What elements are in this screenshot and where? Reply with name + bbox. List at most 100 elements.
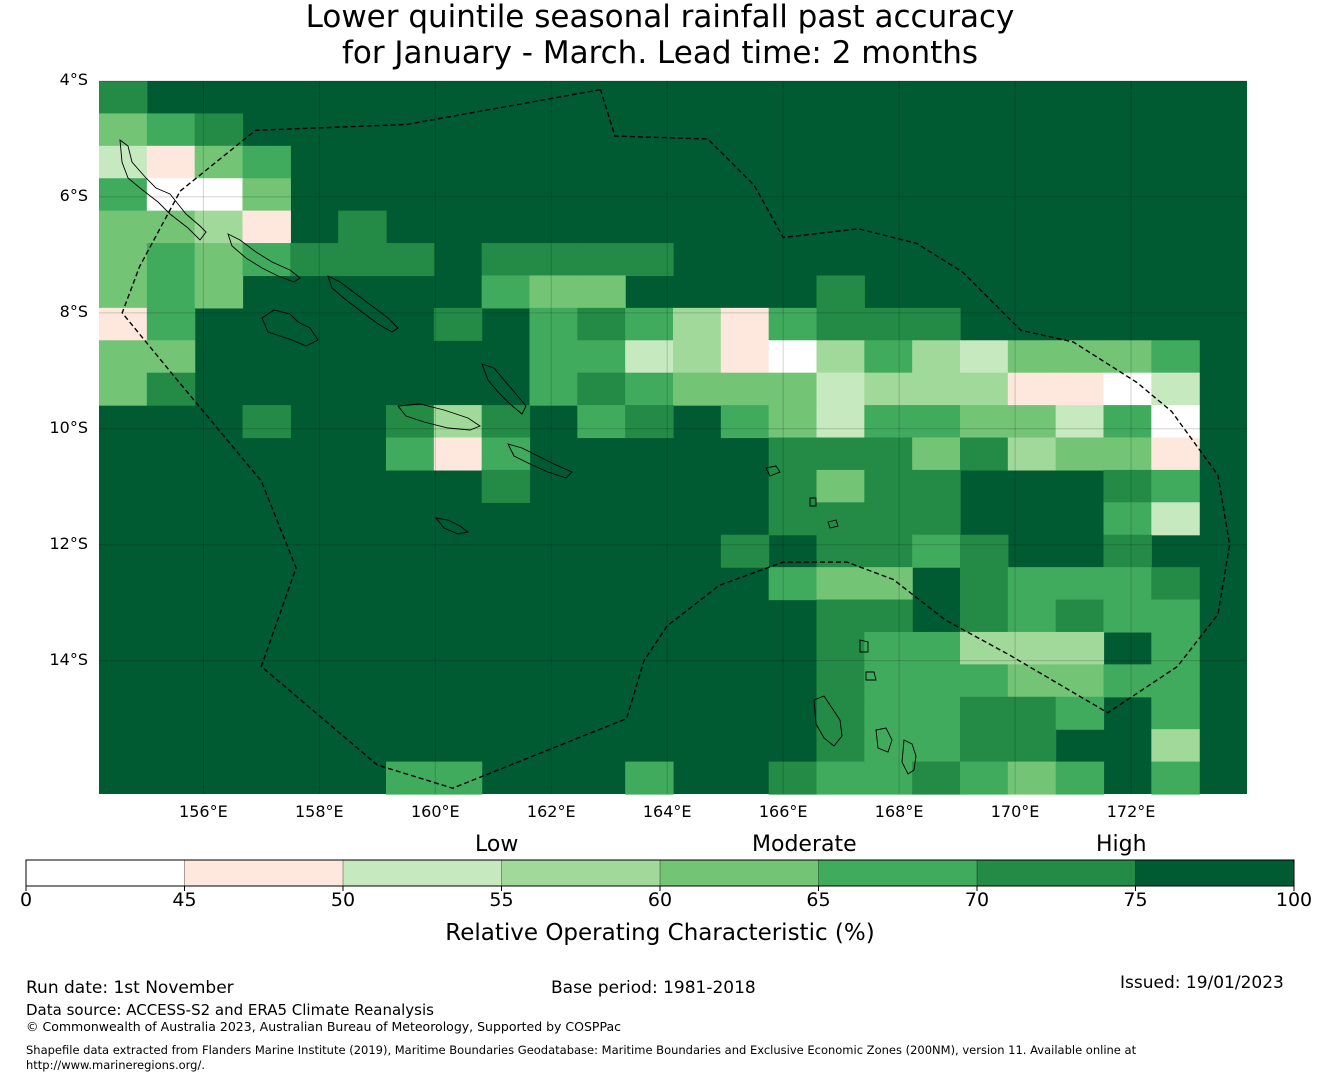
- grid-cell: [1055, 372, 1105, 406]
- grid-cell: [816, 502, 865, 536]
- grid-cell: [99, 243, 148, 277]
- grid-cell: [720, 340, 770, 374]
- grid-cell: [386, 243, 435, 277]
- grid-cell: [1103, 567, 1152, 601]
- grid-cell: [625, 243, 674, 277]
- grid-cell: [960, 405, 1009, 439]
- category-label-low: Low: [475, 832, 519, 857]
- grid-cell: [816, 729, 865, 763]
- grid-cell: [481, 405, 531, 439]
- grid-cell: [720, 307, 770, 341]
- colorbar-segment: [26, 860, 185, 886]
- grid-cell: [1007, 599, 1057, 633]
- grid-cell: [99, 81, 148, 115]
- grid-cell: [816, 340, 865, 374]
- grid-cell: [625, 372, 674, 406]
- grid-cell: [99, 113, 148, 147]
- lat-tick-label: 4°S: [59, 70, 88, 89]
- lat-tick-label: 14°S: [49, 649, 88, 669]
- grid-cell: [146, 372, 196, 406]
- grid-cell: [1103, 534, 1152, 568]
- colorbar-tick-label: 50: [330, 889, 356, 911]
- grid-cell: [625, 307, 674, 341]
- grid-cell: [816, 567, 865, 601]
- grid-cell: [912, 631, 961, 665]
- grid-cell: [529, 372, 578, 406]
- grid-cell: [1151, 761, 1200, 795]
- grid-cell: [1103, 664, 1152, 698]
- coastlines: [119, 139, 917, 775]
- grid-cell: [864, 405, 913, 439]
- grid-cell: [99, 210, 148, 244]
- grid-cell: [1007, 696, 1057, 730]
- grid-cell: [529, 243, 578, 277]
- grid-cell: [1151, 664, 1200, 698]
- colorbar: [25, 859, 1295, 891]
- coastline-santa-isabel: [327, 275, 399, 333]
- grid-cell: [912, 729, 961, 763]
- colorbar-segment: [660, 860, 819, 886]
- colorbar-tick-label: 100: [1275, 889, 1313, 911]
- grid-cell: [960, 631, 1009, 665]
- grid-cell: [481, 469, 531, 503]
- grid-cell: [1007, 340, 1057, 374]
- shapefile-url: http://www.marineregions.org/.: [26, 1058, 205, 1072]
- grid-cell: [194, 178, 244, 212]
- coastline-efate: [901, 739, 917, 775]
- grid-cell: [529, 275, 578, 309]
- grid-cell: [1151, 631, 1200, 665]
- grid-cell: [338, 210, 387, 244]
- grid-cell: [960, 761, 1009, 795]
- grid-cell: [1055, 664, 1105, 698]
- grid-cell: [338, 243, 387, 277]
- grid-cell: [433, 307, 483, 341]
- shapefile-credit: Shapefile data extracted from Flanders M…: [26, 1043, 1137, 1057]
- issued-date: Issued: 19/01/2023: [1120, 973, 1284, 993]
- grid-cell: [1007, 729, 1057, 763]
- grid-cell: [529, 340, 578, 374]
- grid-cell: [146, 243, 196, 277]
- grid-cell: [816, 469, 865, 503]
- grid-cell: [1103, 502, 1152, 536]
- colorbar-title: Relative Operating Characteristic (%): [445, 920, 875, 946]
- grid-cell: [960, 372, 1009, 406]
- grid-cell: [1151, 502, 1200, 536]
- grid-cell: [673, 340, 722, 374]
- grid-cell: [864, 502, 913, 536]
- colorbar-segment: [501, 860, 661, 886]
- coastline-new-georgia: [261, 309, 319, 347]
- grid-cell: [1055, 437, 1105, 471]
- lon-tick-label: 164°E: [642, 802, 692, 821]
- grid-cell: [1151, 372, 1200, 406]
- grid-cell: [242, 210, 291, 244]
- grid-cell: [1151, 567, 1200, 601]
- grid-cell: [816, 761, 865, 795]
- grid-cell: [1055, 696, 1105, 730]
- colorbar-segment: [184, 860, 344, 886]
- grid-cell: [864, 696, 913, 730]
- grid-cell: [816, 307, 865, 341]
- grid-cell: [290, 243, 339, 277]
- grid-cell: [816, 275, 865, 309]
- colorbar-tick-label: 75: [1123, 889, 1148, 911]
- colorbar-tick-label: 0: [19, 889, 33, 911]
- grid-cell: [577, 372, 626, 406]
- grid-cell: [768, 372, 818, 406]
- grid-cell: [1151, 437, 1200, 471]
- colorbar-segment: [1135, 860, 1295, 886]
- grid-cell: [864, 631, 913, 665]
- grid-cell: [960, 340, 1009, 374]
- grid-cell: [864, 469, 913, 503]
- grid-cell: [1007, 437, 1057, 471]
- grid-cell: [194, 210, 244, 244]
- grid-cell: [864, 761, 913, 795]
- grid-cell: [577, 405, 626, 439]
- grid-cell: [242, 178, 291, 212]
- grid-cell: [194, 113, 244, 147]
- coastline-espiritu-santo: [813, 695, 843, 747]
- grid-cell: [816, 631, 865, 665]
- grid-cell: [720, 405, 770, 439]
- colorbar-segment: [977, 860, 1136, 886]
- grid-cell: [960, 729, 1009, 763]
- grid-cell: [912, 437, 961, 471]
